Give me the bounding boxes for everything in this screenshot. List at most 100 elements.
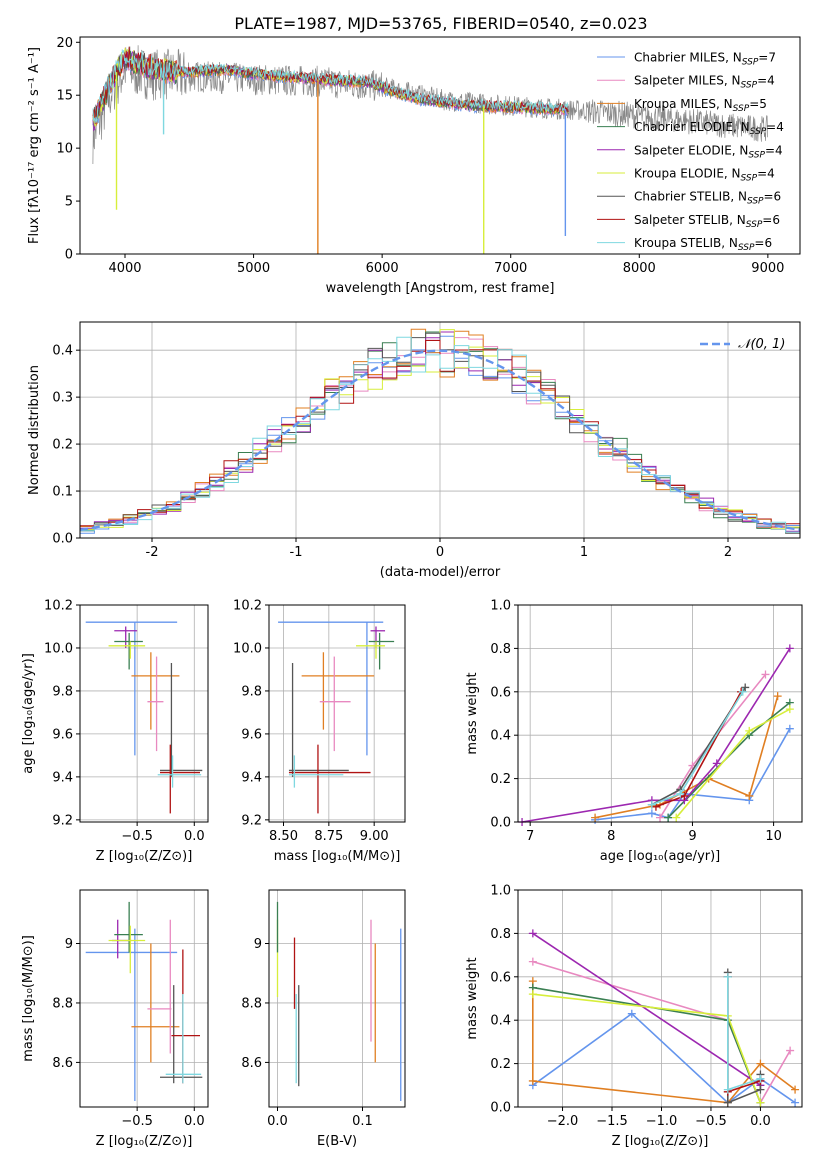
legend-entry: Chabrier STELIB, NSSP=6 — [634, 190, 781, 207]
y-tick-label: 0.4 — [490, 729, 511, 744]
weight-marker — [647, 800, 656, 809]
x-tick-label: −0.5 — [695, 1114, 727, 1129]
x-tick-label: -2 — [146, 545, 159, 560]
x-tick-label: 0.0 — [750, 1114, 771, 1129]
legend-entry: Kroupa ELODIE, NSSP=4 — [634, 167, 775, 184]
weight-marker — [785, 705, 794, 714]
x-tick-label: −1.0 — [646, 1114, 678, 1129]
y-tick-label: 9.6 — [241, 727, 262, 742]
y-tick-label: 0.4 — [490, 1014, 511, 1029]
weight-marker — [741, 683, 750, 692]
panel-residuals: 𝒩(0, 1) -2 -1 0 1 2 0.0 0.1 0.2 0.3 0.4 (data-model… — [27, 321, 801, 580]
y-tick-label: 10.0 — [44, 641, 73, 656]
y-tick-label: 9.6 — [52, 727, 73, 742]
y-tick-label: 8.8 — [241, 996, 262, 1011]
weight-line-salpeter-stelib — [655, 691, 742, 808]
legend-entry: Chabrier ELODIE, NSSP=4 — [634, 120, 784, 137]
axes-frame — [268, 889, 406, 1108]
weight-marker — [591, 813, 600, 822]
y-tick-label: 8.6 — [52, 1056, 73, 1071]
x-tick-label: 8.50 — [269, 829, 298, 844]
y-tick-label: 9.4 — [52, 770, 73, 785]
y-tick-label: 10.0 — [233, 641, 262, 656]
y-tick-label: 0.2 — [490, 772, 511, 787]
plot-area-mass-weight-vs-age — [518, 644, 794, 826]
x-tick-label: 0.1 — [352, 1114, 373, 1129]
x-tick-label: 0.0 — [184, 829, 205, 844]
y-tick-label: 0.0 — [52, 532, 73, 547]
model-spectrum — [92, 49, 569, 124]
x-axis-label: Z [log₁₀(Z/Z⊙)] — [612, 1134, 709, 1149]
y-axis-label: age [log₁₀(age/yr)] — [21, 653, 36, 774]
plot-area-mass-vs-ebv — [276, 901, 402, 1102]
x-tick-label: 0.0 — [184, 1114, 205, 1129]
y-tick-label: 8.6 — [241, 1056, 262, 1071]
legend-entry: Salpeter ELODIE, NSSP=4 — [634, 143, 783, 160]
y-tick-label: 9.8 — [52, 684, 73, 699]
y-tick-label: 1.0 — [490, 599, 511, 614]
y-tick-label: 20 — [56, 36, 73, 51]
y-tick-label: 0.1 — [52, 485, 73, 500]
x-tick-label: 8.75 — [314, 829, 343, 844]
weight-marker — [723, 1085, 732, 1094]
y-tick-label: 0.2 — [52, 438, 73, 453]
panel-mass-weight-vs-age: 7 8 9 10 0.0 0.2 0.4 0.6 0.8 1.0 age [log₁₀(age/yr… — [465, 599, 803, 864]
x-tick-label: 7000 — [494, 261, 527, 276]
x-tick-label: 5000 — [237, 261, 270, 276]
figure-title: PLATE=1987, MJD=53765, FIBERID=0540, z=0… — [234, 14, 647, 33]
weight-marker — [723, 1098, 732, 1107]
weight-marker — [528, 929, 537, 938]
legend-entry: Chabrier MILES, NSSP=7 — [634, 51, 776, 68]
x-tick-label: 0.0 — [267, 1114, 288, 1129]
y-tick-label: 0.2 — [490, 1057, 511, 1072]
axes-frame — [79, 889, 209, 1108]
y-tick-label: 0.3 — [52, 391, 73, 406]
x-axis-label: Z [log₁₀(Z/Z⊙)] — [96, 849, 193, 864]
legend-entry: Salpeter STELIB, NSSP=6 — [634, 213, 780, 230]
histogram-salpeter-stelib — [80, 340, 800, 528]
x-tick-label: 8000 — [623, 261, 656, 276]
x-axis-label: mass [log₁₀(M/M⊙)] — [274, 849, 401, 864]
x-axis-label: age [log₁₀(age/yr)] — [600, 849, 721, 864]
x-tick-label: 9.00 — [360, 829, 389, 844]
model-spectrum — [92, 46, 569, 124]
x-tick-label: 1 — [580, 545, 588, 560]
weight-marker — [627, 1009, 636, 1018]
y-tick-label: 9.2 — [52, 813, 73, 828]
x-tick-label: 0 — [436, 545, 444, 560]
weight-marker — [672, 813, 681, 822]
plot-area-age-vs-mass — [278, 621, 395, 814]
weight-marker — [756, 1074, 765, 1083]
y-tick-label: 9.8 — [241, 684, 262, 699]
y-tick-label: 9.2 — [241, 813, 262, 828]
x-tick-label: 8 — [607, 829, 615, 844]
weight-marker — [761, 670, 770, 679]
axes-frame — [517, 889, 803, 1108]
y-axis-label: mass [log₁₀(M/M⊙)] — [21, 935, 36, 1062]
y-tick-label: 8.8 — [52, 996, 73, 1011]
panel-spectrum: Chabrier MILES, NSSP=7 Salpeter MILES, NS… — [27, 36, 801, 296]
weight-marker — [680, 791, 689, 800]
x-axis-label: (data-model)/error — [380, 565, 501, 580]
y-tick-label: 10.2 — [233, 599, 262, 614]
plot-area-age-vs-Z — [85, 621, 203, 814]
weight-marker — [676, 789, 685, 798]
x-axis-label: Z [log₁₀(Z/Z⊙)] — [96, 1134, 193, 1149]
y-axis-label: Flux [fλ10⁻¹⁷ erg cm⁻² s⁻¹ A⁻¹] — [27, 47, 42, 244]
x-tick-label: 2 — [724, 545, 732, 560]
weight-marker — [651, 802, 660, 811]
weight-marker — [786, 1046, 795, 1055]
y-axis-label: Normed distribution — [27, 365, 42, 495]
x-tick-label: −0.5 — [121, 829, 153, 844]
y-axis-label: mass weight — [465, 957, 480, 1039]
legend-entry: Salpeter MILES, NSSP=4 — [634, 74, 775, 91]
weight-line-salpeter-elodie — [532, 932, 761, 1086]
x-axis-label: E(B-V) — [317, 1134, 357, 1149]
weight-marker — [756, 1059, 765, 1068]
panel-mass-vs-ebv: 0.0 0.1 8.6 8.8 9 E(B-V) — [241, 889, 406, 1149]
weight-marker — [791, 1085, 800, 1094]
y-tick-label: 9 — [254, 937, 262, 952]
weight-marker — [647, 809, 656, 818]
y-tick-label: 0.0 — [490, 816, 511, 831]
